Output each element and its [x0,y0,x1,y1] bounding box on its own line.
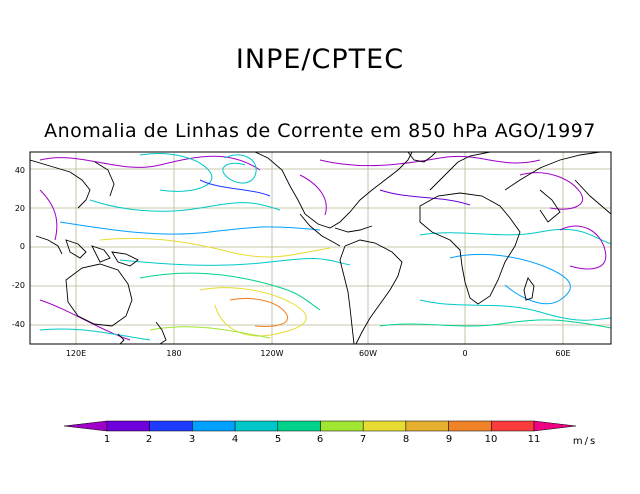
streamline [59,221,321,235]
map-subtitle: Anomalia de Linhas de Corrente em 850 hP… [44,120,596,142]
streamline [449,253,571,305]
colorbar-arrow-left [63,420,108,432]
lat-tick-label: 40 [15,166,25,175]
streamline [199,179,271,197]
streamline [222,154,257,184]
streamline [39,189,58,241]
streamline [199,287,307,337]
colorbar-label: 10 [485,434,498,445]
lon-tick-label: 180 [166,349,181,358]
colorbar-cell [149,420,193,432]
lon-tick-label: 120W [260,349,283,358]
colorbar-cell [106,420,150,432]
colorbar-cell [405,420,449,432]
streamline [119,257,351,266]
lat-tick-label: 0 [20,242,25,251]
colorbar-label: 6 [317,434,323,445]
streamline [419,299,611,321]
colorbar-label: 1 [104,434,110,445]
colorbar-cell [192,420,236,432]
streamline [39,155,261,171]
colorbar-cell [491,420,535,432]
colorbar-cell [320,420,364,432]
colorbar-cell [362,420,407,432]
coastlines [30,152,611,344]
streamline [139,153,213,192]
streamline [299,174,327,216]
streamline [419,228,611,245]
streamline [379,189,471,206]
colorbar-arrow-right [533,420,577,432]
page-title: INPE/CPTEC [235,44,405,75]
lat-tick-label: -20 [12,281,25,290]
colorbar-label: 9 [446,434,452,445]
lon-tick-label: 60W [359,349,377,358]
colorbar-unit: m/s [573,436,597,447]
lon-tick-label: 0 [462,349,467,358]
lat-tick-label: -40 [12,320,25,329]
colorbar-label: 7 [360,434,366,445]
streamline [149,326,271,339]
map-frame [29,151,612,345]
streamline [89,199,281,212]
streamline [139,272,321,311]
colorbar-label: 11 [528,434,541,445]
colorbar-cell [234,420,279,432]
streamline [39,328,151,341]
longitude-labels: 120E 180 120W 60W 0 60E [66,349,571,358]
grid-lines [30,152,611,344]
streamline [99,237,331,258]
colorbar-cell [277,420,321,432]
streamline [519,172,583,210]
lat-tick-label: 20 [15,204,25,213]
lon-tick-label: 60E [555,349,570,358]
colorbar-label: 8 [403,434,409,445]
streamline [379,319,611,329]
colorbar-label: 2 [146,434,152,445]
streamline [229,298,288,327]
colorbar-label: 5 [275,434,281,445]
streamline [559,225,607,270]
colorbar-label: 3 [189,434,195,445]
latitude-labels: 40 20 0 -20 -40 [12,166,25,329]
lon-tick-label: 120E [66,349,86,358]
streamline [319,155,541,167]
colorbar-label: 4 [232,434,238,445]
colorbar-cell [448,420,492,432]
